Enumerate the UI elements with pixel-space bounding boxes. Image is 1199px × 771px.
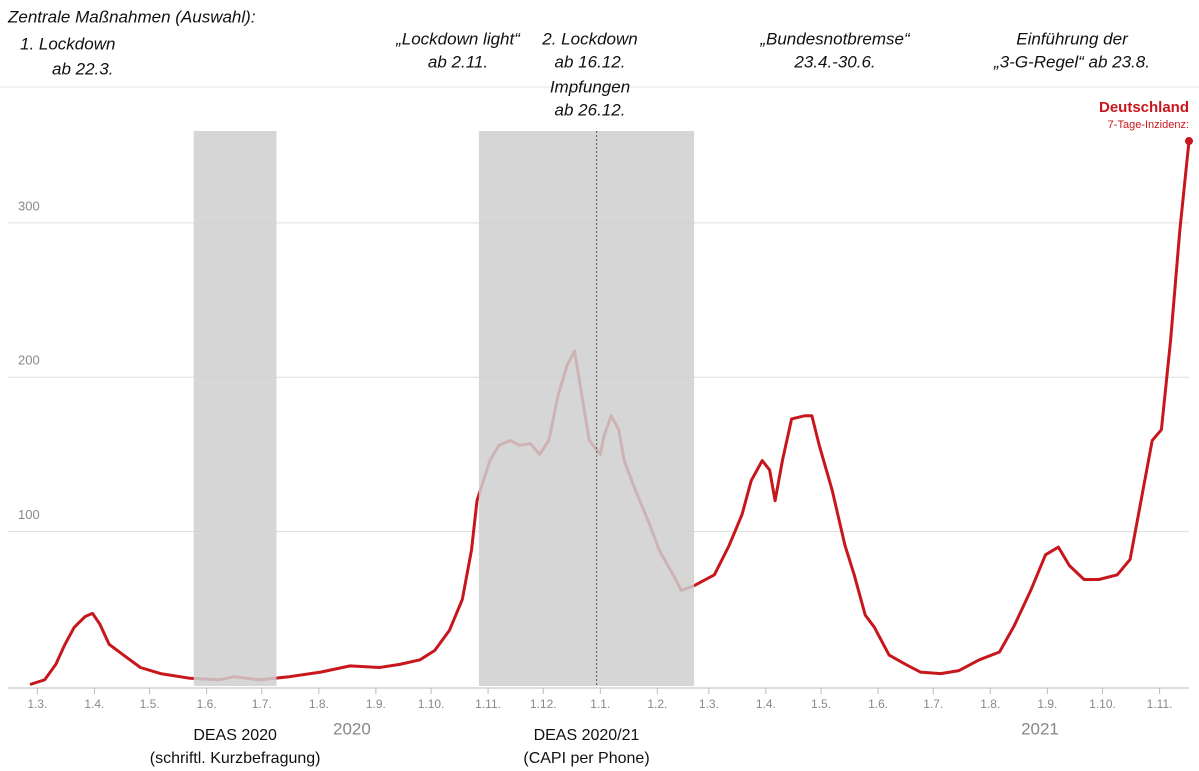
x-tick-label: 1.10. [418, 697, 445, 711]
x-tick-label: 1.3. [27, 697, 47, 711]
annotation: 23.4.-30.6. [793, 52, 875, 71]
x-tick-label: 1.10. [1089, 697, 1116, 711]
x-tick-label: 1.4. [84, 697, 104, 711]
x-tick-label: 1.11. [475, 697, 501, 711]
x-tick-label: 1.5. [811, 697, 831, 711]
chart-title: Zentrale Maßnahmen (Auswahl): [7, 7, 256, 26]
annotation: ab 22.3. [52, 59, 113, 78]
x-tick-label: 1.4. [756, 697, 776, 711]
x-tick-label: 1.7. [252, 697, 272, 711]
y-tick-label: 200 [18, 353, 40, 368]
band-label: DEAS 2020 [193, 727, 277, 744]
y-tick-label: 100 [18, 507, 40, 522]
annotation: ab 16.12. [555, 52, 626, 71]
annotation: 1. Lockdown [20, 34, 115, 53]
x-tick-label: 1.1. [590, 697, 610, 711]
annotation: „Lockdown light“ [395, 29, 521, 48]
end-point [1185, 137, 1193, 146]
annotation: ab 26.12. [555, 100, 626, 119]
x-tick-label: 1.12. [530, 697, 557, 711]
annotation: „Bundesnotbremse“ [759, 29, 911, 48]
y-tick-label: 300 [18, 198, 40, 213]
x-tick-label: 1.6. [197, 697, 217, 711]
x-tick-label: 1.3. [699, 697, 719, 711]
band-label: DEAS 2020/21 [534, 727, 640, 744]
x-tick-label: 1.9. [1037, 697, 1057, 711]
x-tick-label: 1.7. [923, 697, 943, 711]
band-sublabel: (CAPI per Phone) [523, 750, 649, 767]
annotation: ab 2.11. [428, 52, 488, 71]
annotation: Impfungen [550, 77, 630, 96]
survey-band [478, 131, 695, 686]
legend-sublabel: 7-Tage-Inzidenz: [1108, 119, 1189, 131]
x-tick-label: 1.8. [309, 697, 329, 711]
x-tick-label: 1.5. [140, 697, 160, 711]
year-label: 2020 [333, 719, 371, 738]
x-tick-label: 1.2. [647, 697, 667, 711]
x-tick-label: 1.11. [1147, 697, 1173, 711]
band-sublabel: (schriftl. Kurzbefragung) [150, 750, 321, 767]
x-tick-label: 1.6. [868, 697, 888, 711]
annotation: „3-G-Regel“ ab 23.8. [993, 52, 1150, 71]
year-label: 2021 [1021, 719, 1059, 738]
x-tick-label: 1.8. [980, 697, 1000, 711]
annotation: 2. Lockdown [541, 29, 637, 48]
annotation: Einführung der [1016, 29, 1129, 48]
x-tick-label: 1.9. [366, 697, 386, 711]
survey-band [193, 131, 277, 686]
legend-name: Deutschland [1099, 99, 1189, 116]
